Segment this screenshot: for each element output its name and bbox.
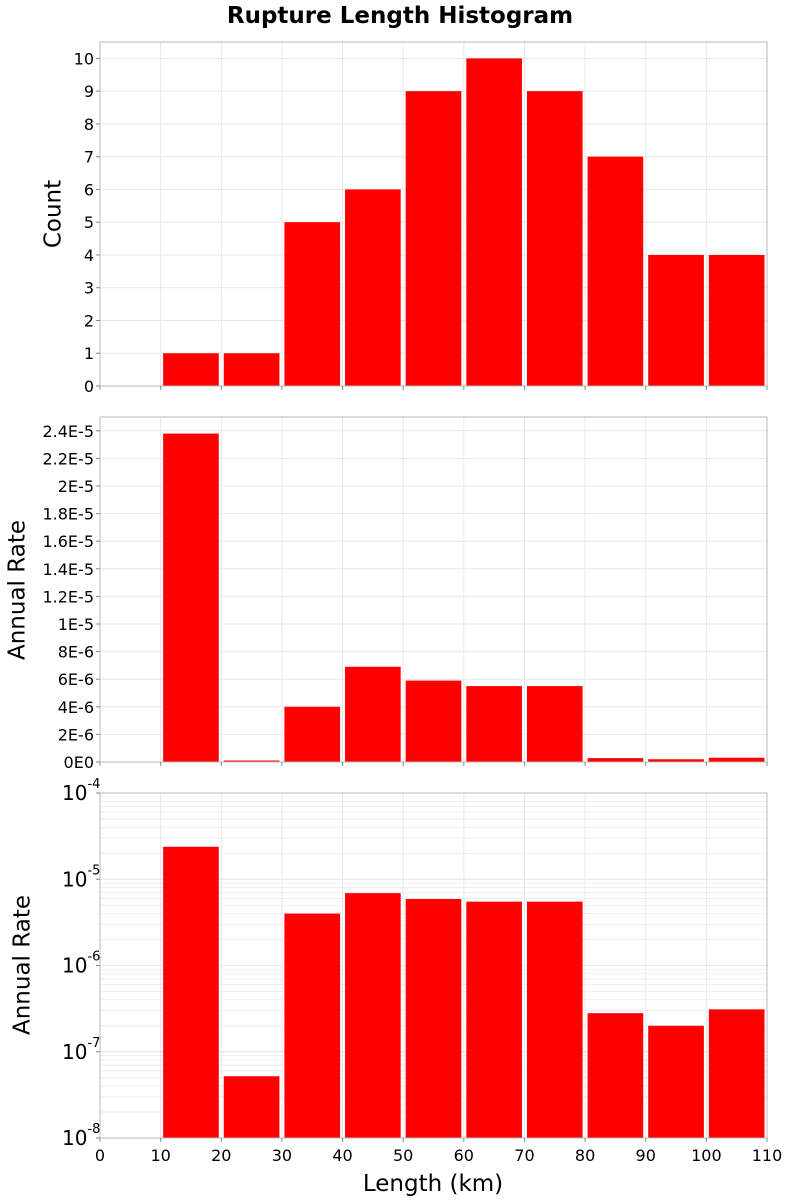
bar-90-100 [648,254,704,386]
y-tick-label: 1E-5 [58,615,94,634]
bar-50-60 [405,680,462,762]
bar-100-110 [708,254,765,386]
y-tick-label: 2E-5 [58,477,94,496]
bar-40-50 [345,189,401,386]
y-tick-label: 1.4E-5 [42,560,94,579]
x-axis-title: Length (km) [363,1171,503,1197]
x-tick-label: 40 [332,1146,352,1165]
bar-20-30 [223,1076,280,1138]
y-tick-label: 1.8E-5 [42,505,94,524]
bar-40-50 [345,666,401,762]
bar-20-30 [223,353,280,386]
y-tick-label: 2.4E-5 [42,422,94,441]
y-tick-label: 2.2E-5 [42,449,94,468]
panel-1: 0 1 2 3 4 5 6 7 8 9 10 Count [41,41,768,396]
y-tick-label-base: 10 [62,1040,87,1064]
bar-70-80 [526,91,583,387]
y-tick-label-exponent: -4 [87,777,100,792]
bar-50-60 [405,899,462,1138]
y-tick-label: 1 [84,344,94,363]
bar-80-90 [587,1013,644,1138]
y-tick-label-exponent: -5 [87,863,100,878]
y-tick-label: 10-7 [62,1036,100,1064]
x-tick-label: 110 [752,1146,783,1165]
y-tick-label: 10-6 [62,950,100,978]
bar-80-90 [587,758,644,762]
bar-70-80 [526,686,583,762]
x-tick-label: 100 [691,1146,722,1165]
y-tick-label: 8 [84,115,94,134]
x-tick-label: 80 [575,1146,595,1165]
y-tick-label: 0E0 [64,753,94,772]
y-tick-label: 10-4 [62,777,100,805]
y-tick-label-base: 10 [62,954,87,978]
y-tick-label: 0 [84,377,94,396]
x-tick-label: 20 [211,1146,231,1165]
x-tick-label: 50 [393,1146,413,1165]
y-tick-label: 9 [84,82,94,101]
y-tick-label: 4E-6 [58,698,94,717]
y-tick-label-exponent: -8 [87,1122,100,1137]
y-tick-label-base: 10 [62,867,87,891]
y-axis-title: Count [41,180,67,248]
y-tick-label: 1.2E-5 [42,587,94,606]
bar-70-80 [526,901,583,1138]
bar-10-20 [163,353,219,386]
x-tick-label: 30 [272,1146,292,1165]
bar-30-40 [284,222,341,386]
panel-2: 0E0 2E-6 4E-6 6E-6 8E-6 1E-5 1.2E-5 1.4E-5 1.6E-… [5,416,768,772]
bar-60-70 [466,686,522,762]
x-tick-label: 70 [514,1146,534,1165]
bar-30-40 [284,913,341,1138]
y-tick-label: 10 [74,49,94,68]
bar-90-100 [648,1025,704,1138]
bar-10-20 [163,846,219,1138]
y-tick-label: 10-5 [62,863,100,891]
bar-60-70 [466,901,522,1138]
y-tick-label-base: 10 [62,781,87,805]
y-tick-label: 6 [84,180,94,199]
y-tick-label: 10-8 [62,1122,100,1150]
y-tick-label-exponent: -6 [87,950,100,965]
bar-40-50 [345,893,401,1138]
panels-layer: 0 1 2 3 4 5 6 7 8 9 10 Count 0E0 2E-6 4E-6 6E-6 8E-6 1E-5… [5,41,782,1165]
bar-50-60 [405,91,462,387]
x-tick-label: 90 [636,1146,656,1165]
y-tick-label-exponent: -7 [87,1036,100,1051]
bar-60-70 [466,58,522,386]
plot-frame [99,416,768,763]
y-tick-label: 3 [84,279,94,298]
y-tick-label: 6E-6 [58,670,94,689]
plot-frame [99,41,768,387]
y-axis-title: Annual Rate [10,895,36,1035]
x-tick-label: 60 [454,1146,474,1165]
chart-title: Rupture Length Histogram [227,3,573,29]
bar-100-110 [708,1009,765,1138]
y-tick-label: 4 [84,246,94,265]
bar-30-40 [284,706,341,762]
x-tick-label: 0 [95,1146,105,1165]
bar-20-30 [223,760,280,762]
bar-90-100 [648,759,704,762]
bar-10-20 [163,433,219,762]
y-tick-label: 7 [84,148,94,167]
y-tick-label: 2E-6 [58,725,94,744]
y-tick-label: 1.6E-5 [42,532,94,551]
y-tick-label: 2 [84,311,94,330]
bar-100-110 [708,757,765,762]
y-axis-title: Annual Rate [5,520,31,660]
x-tick-label: 10 [150,1146,170,1165]
y-tick-label: 8E-6 [58,643,94,662]
bar-80-90 [587,156,644,386]
y-tick-label-base: 10 [62,1126,87,1150]
x-tick-labels: 0 10 20 30 40 50 60 70 80 90 100 110 [95,1146,782,1165]
y-tick-label: 5 [84,213,94,232]
